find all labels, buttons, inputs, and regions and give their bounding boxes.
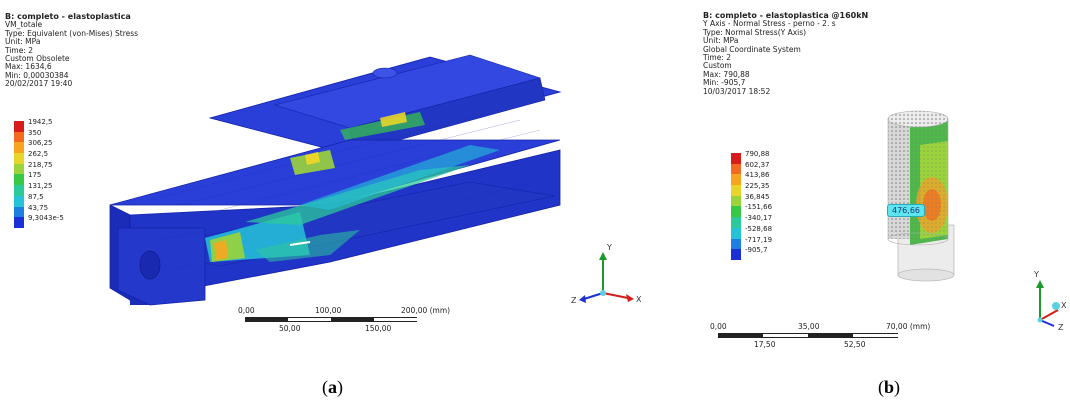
legend-swatch [14,217,24,228]
axis-label-z: Z [571,296,577,305]
legend-swatch [731,163,741,175]
legend-swatch [731,238,741,250]
legend-swatch [731,153,741,164]
info-line: VM_totale [5,20,43,30]
axis-label-x: X [1061,301,1067,310]
legend-label: 87,5 [28,192,44,201]
legend-label: 790,88 [745,150,770,158]
result-title-a: B: completo - elastoplastica [5,12,131,21]
legend-swatch [14,206,24,218]
probe-label: 476,66 [887,204,925,217]
info-line: Max: 1634,6 [5,62,52,72]
scale-bar-a: 0,00 100,00 200,00 (mm) 50,00 150,00 [235,306,450,336]
scale-tick: 150,00 [365,324,392,333]
pin-model-b [887,110,955,282]
scale-tick: 200,00 (mm) [401,306,451,315]
legend-swatch [14,153,24,164]
info-line: Global Coordinate System [703,44,801,54]
legend-label: 218,75 [28,160,53,169]
legend-swatch [731,249,741,260]
info-line: Time: 2 [703,53,732,63]
legend-label: 175 [28,171,42,180]
axis-triad-b: Y X Z [1033,270,1067,332]
scale-tick: 50,00 [279,324,301,333]
axis-label-z: Z [1058,323,1064,332]
panel-b-normal-stress: B: completo - elastoplastica @160kN Y Ax… [690,0,1070,370]
caption-a: (a) [322,377,343,397]
legend-label: 602,37 [745,160,770,169]
legend-swatch [731,185,741,196]
info-line: Min: 0,00030384 [5,70,69,80]
info-line: Unit: MPa [703,36,739,46]
panel-a-von-mises: B: completo - elastoplastica VM_totale T… [5,12,642,336]
axis-label-x: X [636,295,642,304]
info-line: Unit: MPa [5,37,41,47]
legend-label: 262,5 [28,150,49,159]
legend-swatch [14,163,24,175]
legend-label: -151,66 [745,203,773,212]
legend-swatch [731,174,741,186]
result-title-b: B: completo - elastoplastica @160kN [703,11,869,20]
legend-label: -905,7 [745,246,768,255]
scale-tick: 0,00 [238,306,255,315]
legend-label: -340,17 [745,214,773,223]
legend-swatch [14,195,24,207]
legend-label: 413,86 [745,171,770,180]
info-line: 10/03/2017 18:52 [703,86,771,96]
legend-swatch [14,131,24,143]
scale-tick: 0,00 [710,322,727,331]
info-block-b: B: completo - elastoplastica @160kN Y Ax… [703,11,869,96]
scale-bar-b: 0,00 35,00 70,00 (mm) 17,50 52,50 [710,322,930,352]
scale-tick: 17,50 [754,340,776,349]
model-top-pin [372,67,398,79]
legend-label: 36,845 [745,192,770,201]
legend-swatch [731,227,741,239]
model-front-block [117,227,206,306]
legend-label: 43,75 [28,203,49,212]
caption-b: (b) [878,377,901,397]
legend-label: 9,3043e-5 [28,214,64,223]
info-line: Type: Normal Stress(Y Axis) [703,27,807,37]
scale-tick: 52,50 [844,340,866,349]
legend-swatch [14,121,24,132]
info-line: Min: -905,7 [703,78,746,88]
fea-model-a [109,54,562,306]
axis-label-y: Y [606,243,612,252]
model-bore [139,250,161,280]
legend-label: -717,19 [745,235,773,244]
legend-label: 225,35 [745,182,770,191]
scale-tick: 70,00 (mm) [886,322,931,331]
info-line: Max: 790,88 [703,69,750,79]
axis-triad-a: Y X Z [571,243,642,305]
legend-swatch [731,195,741,207]
legend-swatch [14,174,24,186]
scale-tick: 35,00 [798,322,820,331]
info-line: Custom Obsolete [5,54,70,64]
legend-swatch [731,206,741,218]
axis-label-y: Y [1033,270,1039,279]
info-line: 20/02/2017 19:40 [5,79,73,89]
legend-label: 306,25 [28,139,53,148]
legend-swatch [14,142,24,154]
legend-label: 350 [28,128,42,137]
info-line: Time: 2 [5,45,34,55]
info-line: Y Axis - Normal Stress - perno - 2. s [703,19,836,29]
info-line: Custom [703,61,732,71]
info-block-a: B: completo - elastoplastica VM_totale T… [5,12,139,89]
legend-label: 131,25 [28,182,53,191]
legend-label: 1942,5 [28,118,53,126]
legend-swatch [14,185,24,196]
legend-swatch [731,217,741,228]
legend-label: -528,68 [745,224,773,233]
scale-tick: 100,00 [315,306,342,315]
info-line: Type: Equivalent (von-Mises) Stress [5,28,139,38]
